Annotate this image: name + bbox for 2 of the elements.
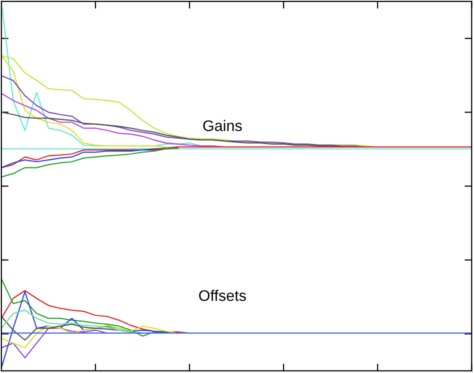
- annotation: Gains: [203, 120, 242, 132]
- annotation: Offsets: [199, 290, 246, 302]
